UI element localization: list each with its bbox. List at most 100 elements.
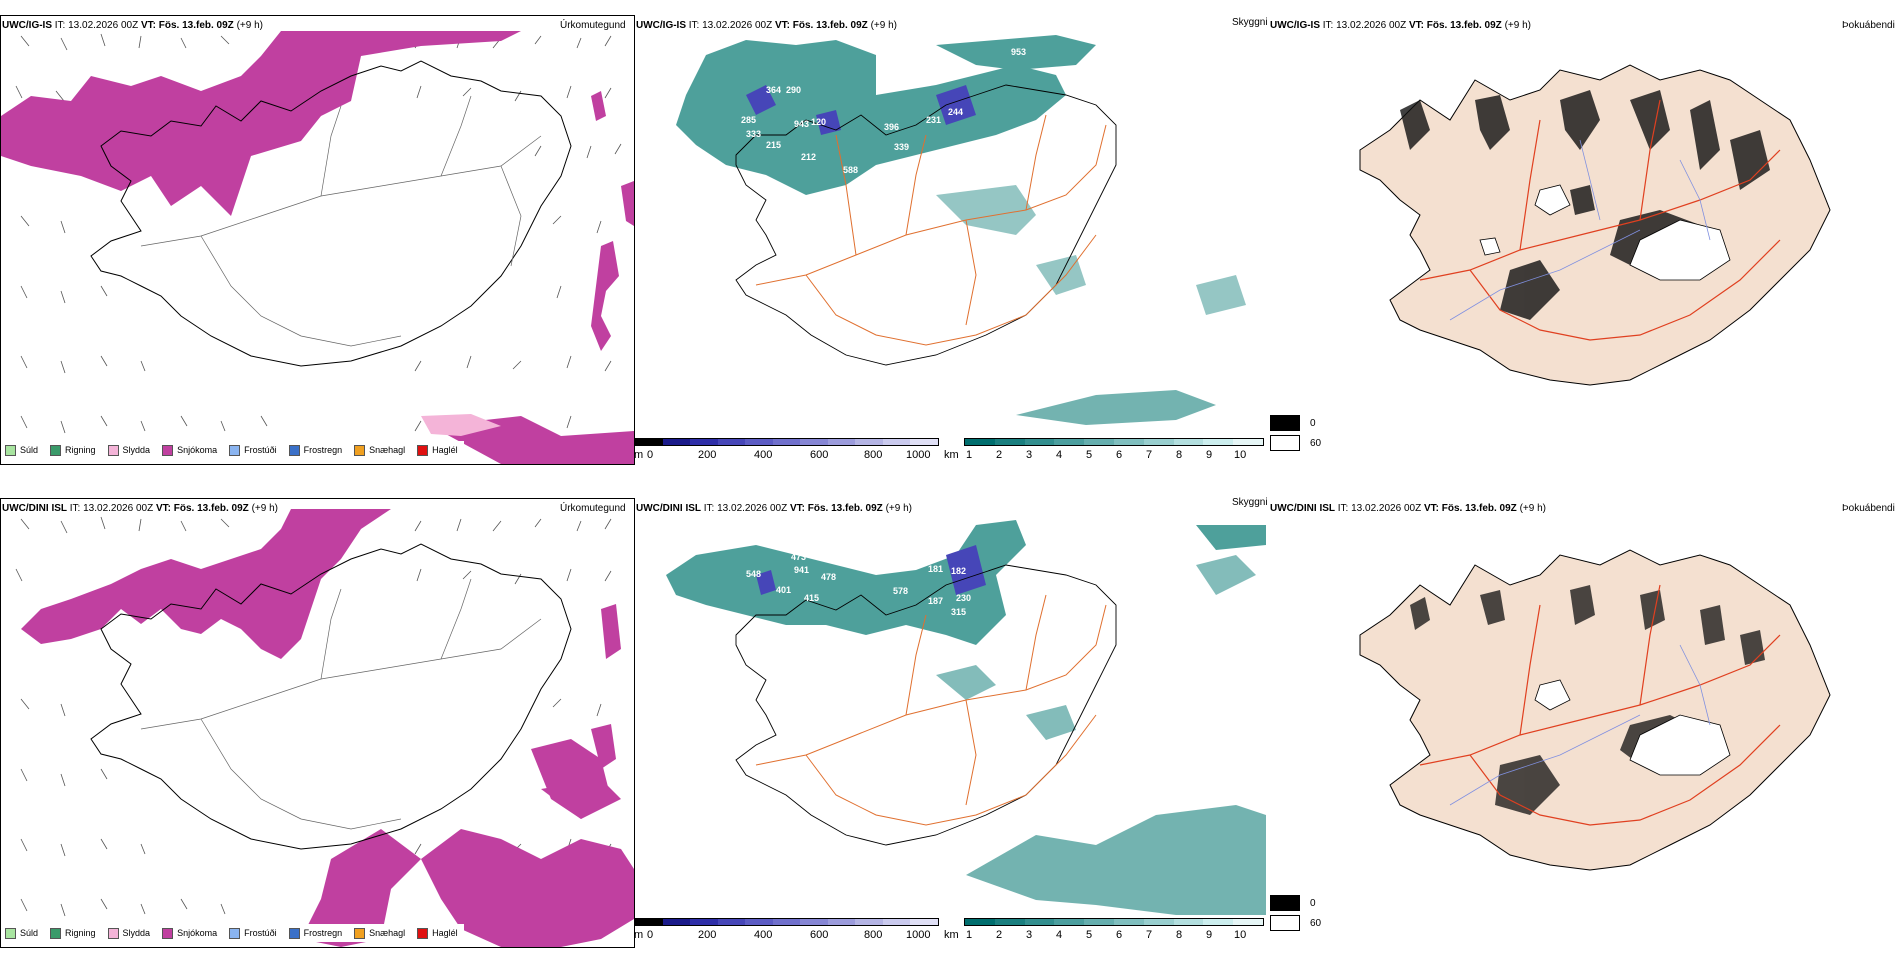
visibility-tick: 6 [1116, 929, 1123, 941]
sleet-areas [421, 414, 501, 436]
scale-color-step [690, 439, 718, 445]
panel-4-name: Úrkomutegund [560, 503, 626, 514]
ceiling-value: 578 [893, 586, 908, 596]
snow-areas [21, 509, 634, 947]
scale-color-step [1054, 439, 1085, 445]
low-ceiling-areas [746, 85, 976, 135]
visibility-tick: 8 [1176, 929, 1183, 941]
legend-swatch [229, 444, 241, 456]
ceiling-value: 220 [1106, 33, 1121, 43]
visibility-unit: km [944, 449, 959, 461]
ceiling-tick: 200 [698, 929, 717, 941]
panel-2-name: Skyggni [1232, 17, 1268, 28]
roads [755, 594, 1107, 826]
ceiling-value: 339 [894, 142, 909, 152]
low-visibility-areas [666, 520, 1266, 915]
legend-item: Haglél [417, 927, 458, 939]
visibility-tick: 10 [1234, 449, 1247, 461]
panel-1-name: Úrkomutegund [560, 20, 626, 31]
ceiling-value: 274 [872, 185, 887, 195]
ceiling-tick: 200 [698, 449, 717, 461]
ceiling-tick: 400 [754, 929, 773, 941]
ceiling-value: 187 [928, 596, 943, 606]
ceiling-value: 32 [886, 179, 896, 189]
scale-color-step [965, 439, 995, 445]
roads-grey [140, 95, 542, 347]
legend-swatch [288, 444, 300, 456]
scale-color-step [910, 919, 939, 925]
scale-color-step [1024, 439, 1055, 445]
ceiling-color-bar [634, 438, 939, 446]
scale-color-step [1143, 919, 1174, 925]
scale-color-step [1054, 919, 1085, 925]
legend-swatch [107, 927, 119, 939]
ceiling-tick: 0 [647, 929, 654, 941]
panel-3-title: UWC/IG-IS IT: 13.02.2026 00Z VT: Fös. 13… [1270, 20, 1531, 31]
scale-color-step [1173, 919, 1204, 925]
fog-legend: 0 60 [1270, 415, 1330, 460]
scale-color-step [745, 439, 773, 445]
scale-color-step [745, 919, 773, 925]
scale-color-step [882, 919, 911, 925]
visibility-tick: 5 [1086, 929, 1093, 941]
ceiling-tick: 1000 [906, 449, 931, 461]
fog-legend-white-label: 60 [1310, 438, 1322, 449]
fog-legend: 0 60 [1270, 895, 1330, 940]
ceiling-scale: m 0 200 400 600 800 1000 [634, 438, 944, 462]
panel-3-name: Þokuábendi [1842, 20, 1895, 31]
visibility-tick: 2 [996, 929, 1003, 941]
ceiling-value: 588 [843, 165, 858, 175]
ceiling-value: 240 [1131, 31, 1146, 41]
precip-type-map: Súld Rigning Slydda Snjókoma Frostúði Fr… [0, 498, 635, 948]
fog-swatch-white [1270, 435, 1300, 451]
scale-color-step [662, 919, 691, 925]
land-area [1359, 549, 1831, 871]
visibility-map [676, 35, 1246, 425]
ceiling-value: 215 [766, 140, 781, 150]
ceiling-value: 181 [928, 564, 943, 574]
scale-color-step [662, 439, 691, 445]
low-ceiling-areas [756, 545, 986, 595]
ceiling-tick: 600 [810, 929, 829, 941]
legend-item: Rigning [50, 927, 96, 939]
ceiling-value: 364 [766, 85, 781, 95]
scale-color-step [1084, 919, 1114, 925]
scale-color-step [717, 919, 746, 925]
scale-color-step [1203, 439, 1234, 445]
ceiling-tick: 400 [754, 449, 773, 461]
scale-color-step [1233, 919, 1263, 925]
ceiling-unit: m [634, 449, 644, 461]
legend-swatch [288, 927, 300, 939]
ceiling-value: 401 [776, 585, 791, 595]
forecast-row-2: UWC/DINI ISL IT: 13.02.2026 00Z VT: Fös.… [0, 480, 1900, 955]
legend-swatch [417, 444, 429, 456]
legend-item: Súld [5, 444, 38, 456]
legend-item: Frostúði [229, 927, 277, 939]
fog-roads [1419, 99, 1781, 341]
ceiling-value: 212 [801, 152, 816, 162]
legend-swatch [50, 927, 62, 939]
glaciers [1479, 184, 1731, 281]
legend-item: Snæhagl [354, 927, 405, 939]
fog-roads [1419, 584, 1781, 826]
scale-color-step [1173, 439, 1204, 445]
scale-color-step [635, 919, 663, 925]
fog-legend-black-label: 0 [1310, 418, 1316, 429]
ceiling-value: 290 [786, 85, 801, 95]
scale-color-step [800, 919, 828, 925]
ceiling-value: 120 [811, 117, 826, 127]
panel-5-title: UWC/DINI ISL IT: 13.02.2026 00Z VT: Fös.… [636, 503, 912, 514]
legend-swatch [5, 927, 16, 939]
ceiling-value: 285 [741, 115, 756, 125]
ceiling-value: 943 [794, 119, 809, 129]
legend-item: Frostregn [288, 927, 342, 939]
visibility-color-bar [964, 918, 1264, 926]
ceiling-tick: 1000 [906, 929, 931, 941]
ceiling-color-bar [634, 918, 939, 926]
scale-color-step [994, 919, 1025, 925]
scale-color-step [827, 439, 856, 445]
scale-color-step [855, 919, 883, 925]
legend-item: Súld [5, 927, 38, 939]
coastline [90, 60, 572, 367]
ceiling-value: 315 [951, 607, 966, 617]
